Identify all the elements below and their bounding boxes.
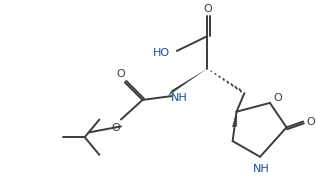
Text: NH: NH — [171, 93, 188, 103]
Text: O: O — [117, 69, 125, 80]
Text: O: O — [204, 4, 213, 14]
Text: O: O — [307, 117, 315, 128]
Polygon shape — [168, 69, 207, 96]
Text: O: O — [112, 123, 120, 133]
Text: O: O — [273, 93, 282, 103]
Text: HO: HO — [153, 48, 170, 58]
Text: NH: NH — [253, 164, 270, 174]
